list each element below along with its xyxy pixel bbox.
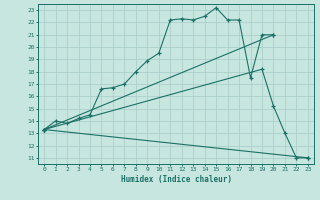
X-axis label: Humidex (Indice chaleur): Humidex (Indice chaleur) [121,175,231,184]
